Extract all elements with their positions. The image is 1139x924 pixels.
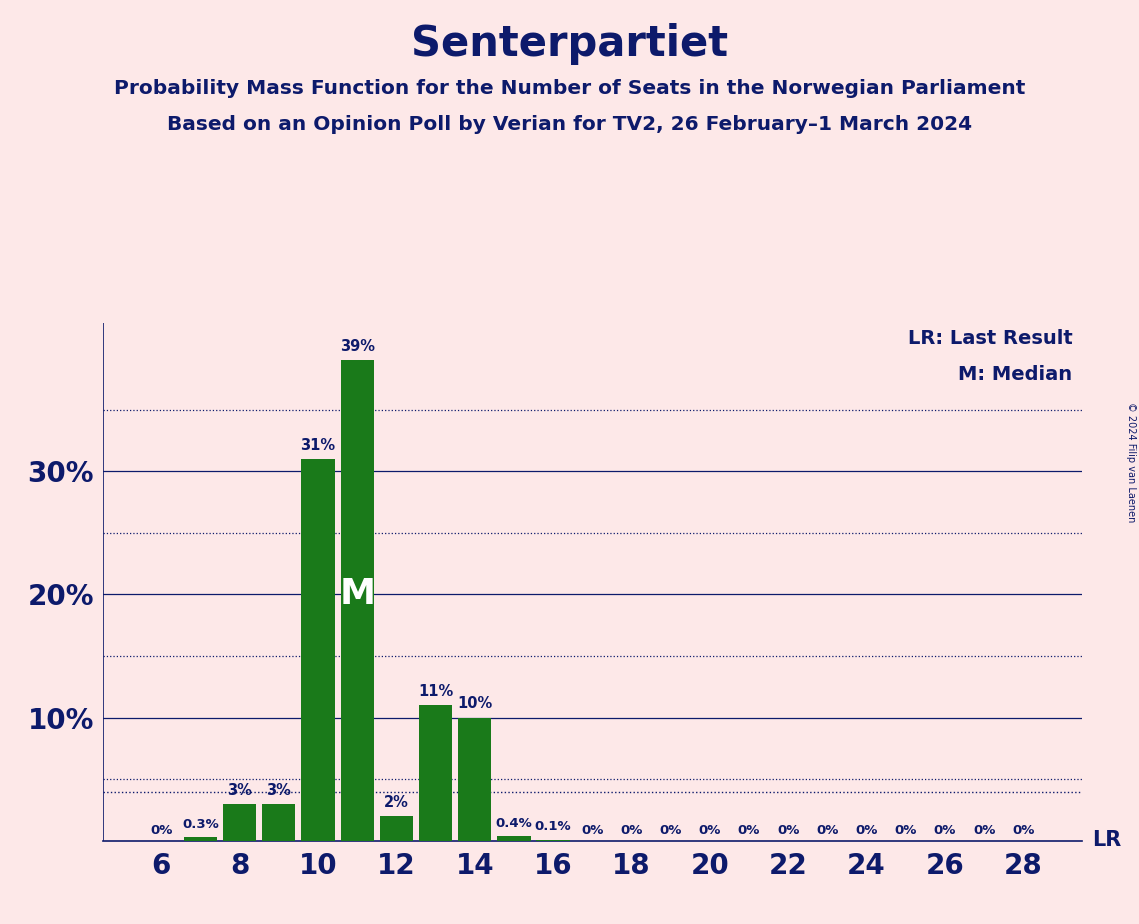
Text: 3%: 3% [267,783,292,797]
Bar [302,459,335,841]
Bar [262,804,295,841]
Text: 0%: 0% [659,824,682,837]
Text: 39%: 39% [339,339,375,354]
Text: 0%: 0% [738,824,760,837]
Bar [223,804,256,841]
Text: Senterpartiet: Senterpartiet [411,23,728,65]
Text: LR: Last Result: LR: Last Result [908,329,1072,347]
Text: 0%: 0% [621,824,642,837]
Text: 2%: 2% [384,795,409,810]
Text: M: M [339,578,375,612]
Text: 0%: 0% [855,824,878,837]
Bar [419,705,452,841]
Text: 31%: 31% [301,438,336,453]
Text: 0%: 0% [777,824,800,837]
Text: © 2024 Filip van Laenen: © 2024 Filip van Laenen [1125,402,1136,522]
Text: 0.1%: 0.1% [535,821,572,833]
Bar [458,718,491,841]
Text: Based on an Opinion Poll by Verian for TV2, 26 February–1 March 2024: Based on an Opinion Poll by Verian for T… [167,116,972,135]
Text: LR: LR [1092,830,1121,850]
Bar [536,840,570,841]
Bar [379,816,413,841]
Bar [498,836,531,841]
Text: 3%: 3% [227,783,252,797]
Text: 0%: 0% [1013,824,1034,837]
Bar [183,837,218,841]
Text: 0%: 0% [698,824,721,837]
Text: 0.4%: 0.4% [495,817,532,830]
Bar [341,360,374,841]
Text: 0%: 0% [894,824,917,837]
Text: 0%: 0% [150,824,172,837]
Text: 0%: 0% [817,824,838,837]
Text: 0.3%: 0.3% [182,818,219,831]
Text: 0%: 0% [973,824,995,837]
Text: Probability Mass Function for the Number of Seats in the Norwegian Parliament: Probability Mass Function for the Number… [114,79,1025,98]
Text: 10%: 10% [457,697,492,711]
Text: M: Median: M: Median [958,365,1072,383]
Text: 11%: 11% [418,684,453,699]
Text: 0%: 0% [581,824,604,837]
Text: 0%: 0% [934,824,956,837]
